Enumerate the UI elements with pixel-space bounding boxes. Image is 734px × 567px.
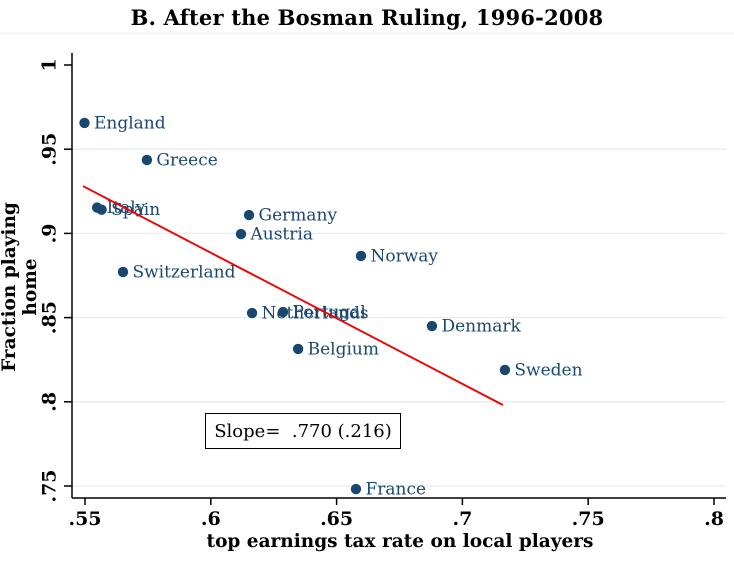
point-label: Belgium — [308, 339, 379, 359]
y-tick-label: .85 — [39, 301, 61, 334]
chart-title: B. After the Bosman Ruling, 1996-2008 — [130, 5, 604, 30]
data-point — [350, 483, 362, 495]
x-tick-label: .6 — [201, 508, 221, 530]
point-label: Norway — [371, 246, 439, 266]
point-label: Portugal — [293, 303, 366, 323]
data-point — [79, 117, 90, 129]
point-label: Greece — [156, 150, 217, 170]
y-tick-label: .75 — [39, 469, 61, 502]
data-point — [246, 307, 258, 319]
point-label: Switzerland — [132, 262, 235, 282]
data-point — [277, 306, 289, 318]
y-tick-label: .95 — [39, 133, 61, 166]
point-label: Germany — [259, 206, 338, 226]
y-tick-label: 1 — [39, 58, 61, 71]
point-label: Sweden — [514, 360, 582, 380]
fit-line — [82, 185, 504, 406]
x-axis-title: top earnings tax rate on local players — [206, 531, 594, 552]
data-point — [499, 364, 511, 376]
data-point — [117, 266, 129, 278]
x-tick-label: .75 — [572, 508, 605, 530]
x-tick-label: .55 — [68, 508, 101, 530]
x-tick-label: .7 — [452, 508, 472, 530]
data-point — [235, 228, 247, 240]
data-point — [355, 250, 367, 262]
y-axis-title: Fraction playing home — [0, 202, 41, 372]
point-label: France — [365, 480, 426, 500]
x-tick-label: .65 — [320, 508, 353, 530]
data-point — [292, 343, 304, 355]
data-point — [243, 209, 255, 221]
point-label: Spain — [111, 200, 160, 220]
data-point — [141, 154, 153, 166]
point-label: Austria — [249, 225, 312, 245]
x-tick-label: .8 — [704, 508, 724, 530]
data-point — [426, 320, 438, 332]
point-label: Denmark — [441, 317, 521, 337]
point-label: Netherlands — [262, 304, 369, 324]
data-point — [96, 204, 107, 215]
slope-annotation-box: Slope= .770 (.216) — [205, 413, 401, 449]
slope-annotation-text: Slope= .770 (.216) — [214, 420, 392, 442]
y-tick-label: .9 — [39, 223, 61, 243]
y-tick-label: .8 — [39, 392, 61, 412]
point-label: England — [94, 113, 166, 133]
